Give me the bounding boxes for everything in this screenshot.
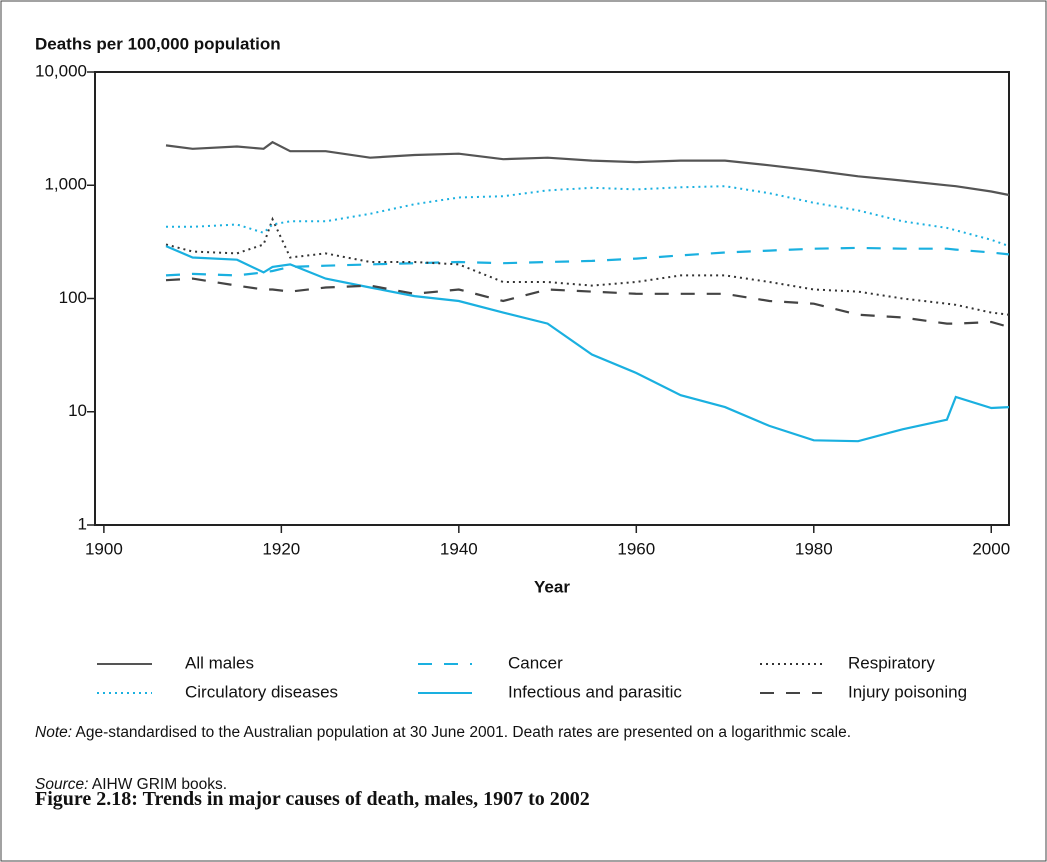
y-tick-label: 10,000 (35, 61, 87, 80)
source-label: Source: (35, 776, 89, 793)
series-line (165, 245, 1010, 443)
x-tick-label: 2000 (972, 539, 1010, 558)
x-tick-label: 1980 (795, 539, 833, 558)
x-tick-label: 1920 (262, 539, 300, 558)
note-text: Age-standardised to the Australian popul… (75, 724, 852, 741)
plot-area (94, 71, 1010, 526)
note: Note: Age-standardised to the Australian… (35, 723, 1015, 743)
series-line (165, 216, 1010, 316)
legend-label: Injury poisoning (848, 682, 967, 701)
series-line (165, 140, 1010, 197)
y-tick-label: 100 (59, 288, 87, 307)
x-tick-label: 1900 (85, 539, 123, 558)
source-text: AIHW GRIM books. (91, 776, 228, 793)
x-tick-label: 1960 (617, 539, 655, 558)
note-label: Note: (35, 724, 73, 741)
y-tick-label: 1 (78, 514, 87, 533)
legend-label: Infectious and parasitic (508, 682, 682, 701)
y-axis-label: Deaths per 100,000 population (35, 34, 281, 53)
legend-label: Circulatory diseases (185, 682, 338, 701)
legend-label: Cancer (508, 653, 563, 672)
source: Source: AIHW GRIM books. (35, 775, 1015, 795)
series-line (166, 185, 1010, 248)
legend-label: All males (185, 653, 254, 672)
series-line (165, 277, 1010, 329)
series-line (165, 246, 1010, 277)
legend-label: Respiratory (848, 653, 935, 672)
x-tick-label: 1940 (440, 539, 478, 558)
y-tick-label: 10 (68, 401, 87, 420)
y-tick-label: 1,000 (44, 175, 87, 194)
x-axis-label: Year (534, 577, 570, 596)
figure-caption: Figure 2.18: Trends in major causes of d… (35, 788, 590, 810)
